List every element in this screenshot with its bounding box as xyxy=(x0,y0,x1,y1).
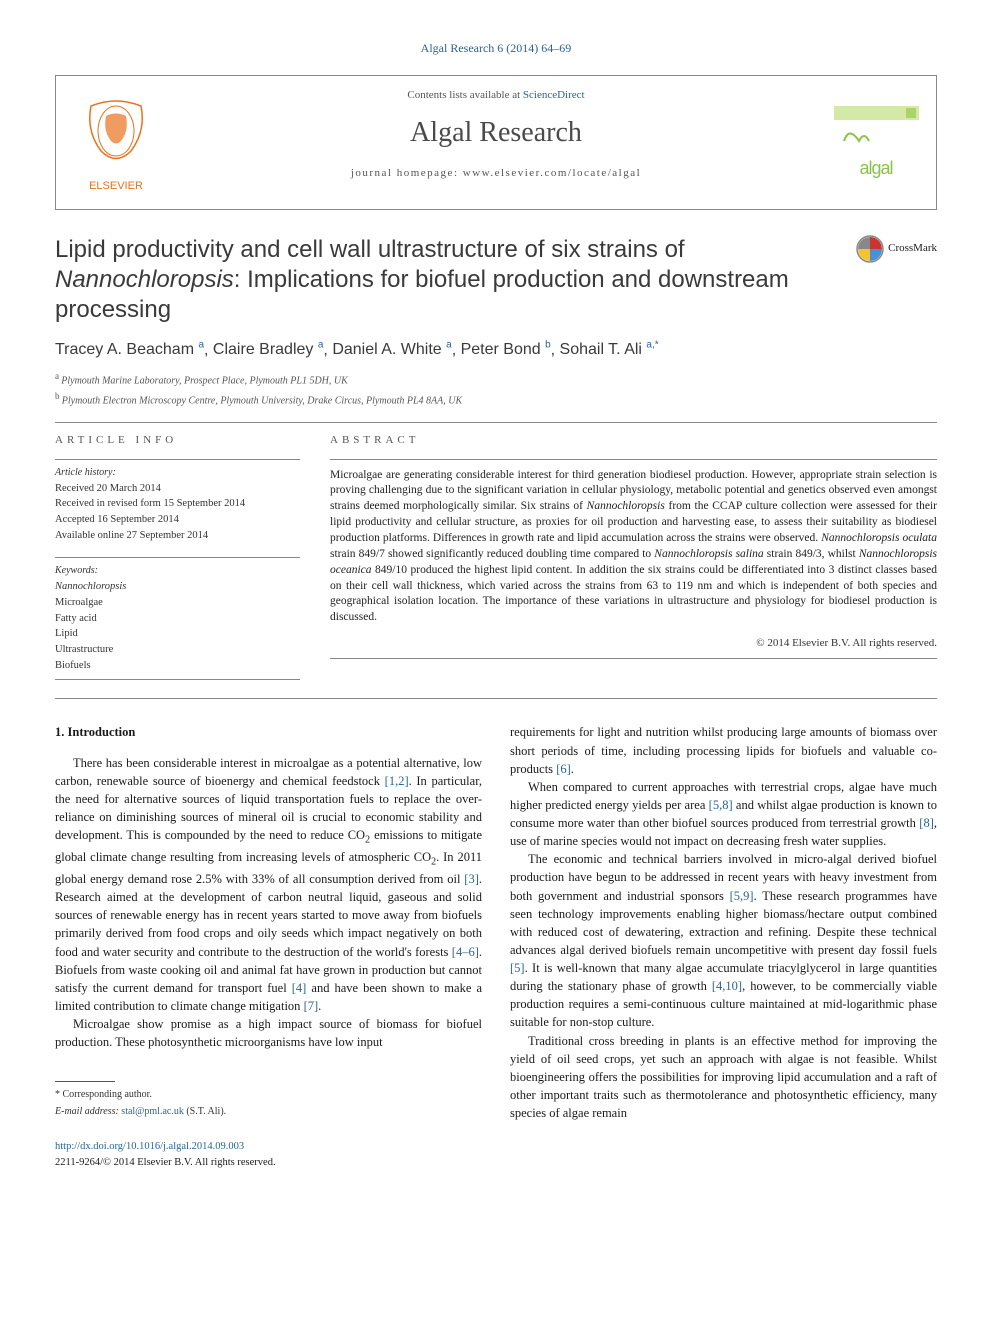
history-label: Article history: xyxy=(55,466,300,480)
journal-header: ELSEVIER Contents lists available at Sci… xyxy=(55,75,937,210)
author: Claire Bradley a xyxy=(213,341,324,358)
keyword: Microalgae xyxy=(55,596,300,611)
citation-link[interactable]: [5,8] xyxy=(709,798,733,812)
citation-link[interactable]: [4] xyxy=(292,981,307,995)
citation-link[interactable]: [6] xyxy=(556,762,571,776)
affiliation: b Plymouth Electron Microscopy Centre, P… xyxy=(55,390,937,408)
journal-homepage: journal homepage: www.elsevier.com/locat… xyxy=(186,166,806,181)
section-heading: 1. Introduction xyxy=(55,723,482,741)
abstract-copyright: © 2014 Elsevier B.V. All rights reserved… xyxy=(330,636,937,651)
article-info: ARTICLE INFO Article history: Received 2… xyxy=(55,433,300,680)
journal-logo: algal xyxy=(831,91,921,196)
body-paragraph: Traditional cross breeding in plants is … xyxy=(510,1032,937,1123)
keyword: Ultrastructure xyxy=(55,643,300,658)
keyword: Nannochloropsis xyxy=(55,580,300,595)
crossmark-icon xyxy=(856,235,884,263)
issn-copyright: 2211-9264/© 2014 Elsevier B.V. All right… xyxy=(55,1155,482,1170)
author: Tracey A. Beacham a xyxy=(55,341,204,358)
divider xyxy=(55,422,937,423)
history-line: Accepted 16 September 2014 xyxy=(55,513,300,528)
contents-line: Contents lists available at ScienceDirec… xyxy=(186,88,806,103)
body-paragraph: The economic and technical barriers invo… xyxy=(510,850,937,1031)
footnote-divider xyxy=(55,1081,115,1082)
body-paragraph: There has been considerable interest in … xyxy=(55,754,482,1016)
citation-link[interactable]: [4–6] xyxy=(452,945,479,959)
divider xyxy=(55,698,937,699)
bottom-meta: http://dx.doi.org/10.1016/j.algal.2014.0… xyxy=(55,1139,482,1169)
body-paragraph: requirements for light and nutrition whi… xyxy=(510,723,937,777)
author: Daniel A. White a xyxy=(332,341,451,358)
homepage-url[interactable]: www.elsevier.com/locate/algal xyxy=(463,167,641,179)
keyword: Biofuels xyxy=(55,659,300,674)
history-line: Received in revised form 15 September 20… xyxy=(55,497,300,512)
journal-name: Algal Research xyxy=(186,113,806,152)
abstract-text: Microalgae are generating considerable i… xyxy=(330,468,937,627)
journal-citation[interactable]: Algal Research 6 (2014) 64–69 xyxy=(55,40,937,57)
keyword: Fatty acid xyxy=(55,612,300,627)
keywords-label: Keywords: xyxy=(55,564,300,578)
citation-link[interactable]: [5] xyxy=(510,961,525,975)
email-line: E-mail address: stal@pml.ac.uk (S.T. Ali… xyxy=(55,1105,482,1120)
article-info-heading: ARTICLE INFO xyxy=(55,433,300,448)
crossmark-badge[interactable]: CrossMark xyxy=(856,235,937,263)
body-columns: 1. Introduction There has been considera… xyxy=(55,723,937,1169)
sciencedirect-link[interactable]: ScienceDirect xyxy=(523,89,585,101)
body-paragraph: When compared to current approaches with… xyxy=(510,778,937,851)
abstract-heading: ABSTRACT xyxy=(330,433,937,448)
citation-link[interactable]: [4,10] xyxy=(712,979,742,993)
history-line: Received 20 March 2014 xyxy=(55,482,300,497)
authors-list: Tracey A. Beacham a, Claire Bradley a, D… xyxy=(55,339,937,362)
citation-link[interactable]: [8] xyxy=(919,816,934,830)
corresponding-author: * Corresponding author. xyxy=(55,1088,482,1103)
right-column: requirements for light and nutrition whi… xyxy=(510,723,937,1169)
history-line: Available online 27 September 2014 xyxy=(55,529,300,544)
left-column: 1. Introduction There has been considera… xyxy=(55,723,482,1169)
affiliation: a Plymouth Marine Laboratory, Prospect P… xyxy=(55,370,937,388)
keyword: Lipid xyxy=(55,627,300,642)
body-paragraph: Microalgae show promise as a high impact… xyxy=(55,1015,482,1051)
doi-link[interactable]: http://dx.doi.org/10.1016/j.algal.2014.0… xyxy=(55,1141,244,1152)
elsevier-logo: ELSEVIER xyxy=(71,91,161,196)
author: Sohail T. Ali a,* xyxy=(560,341,659,358)
citation-link[interactable]: [5,9] xyxy=(730,889,754,903)
svg-text:ELSEVIER: ELSEVIER xyxy=(89,180,143,192)
citation-link[interactable]: [7] xyxy=(304,999,319,1013)
citation-link[interactable]: [3] xyxy=(464,872,479,886)
email-link[interactable]: stal@pml.ac.uk xyxy=(121,1106,184,1117)
author: Peter Bond b xyxy=(461,341,551,358)
abstract: ABSTRACT Microalgae are generating consi… xyxy=(330,433,937,680)
citation-link[interactable]: [1,2] xyxy=(385,774,409,788)
article-title: Lipid productivity and cell wall ultrast… xyxy=(55,235,815,325)
footnotes: * Corresponding author. E-mail address: … xyxy=(55,1088,482,1119)
